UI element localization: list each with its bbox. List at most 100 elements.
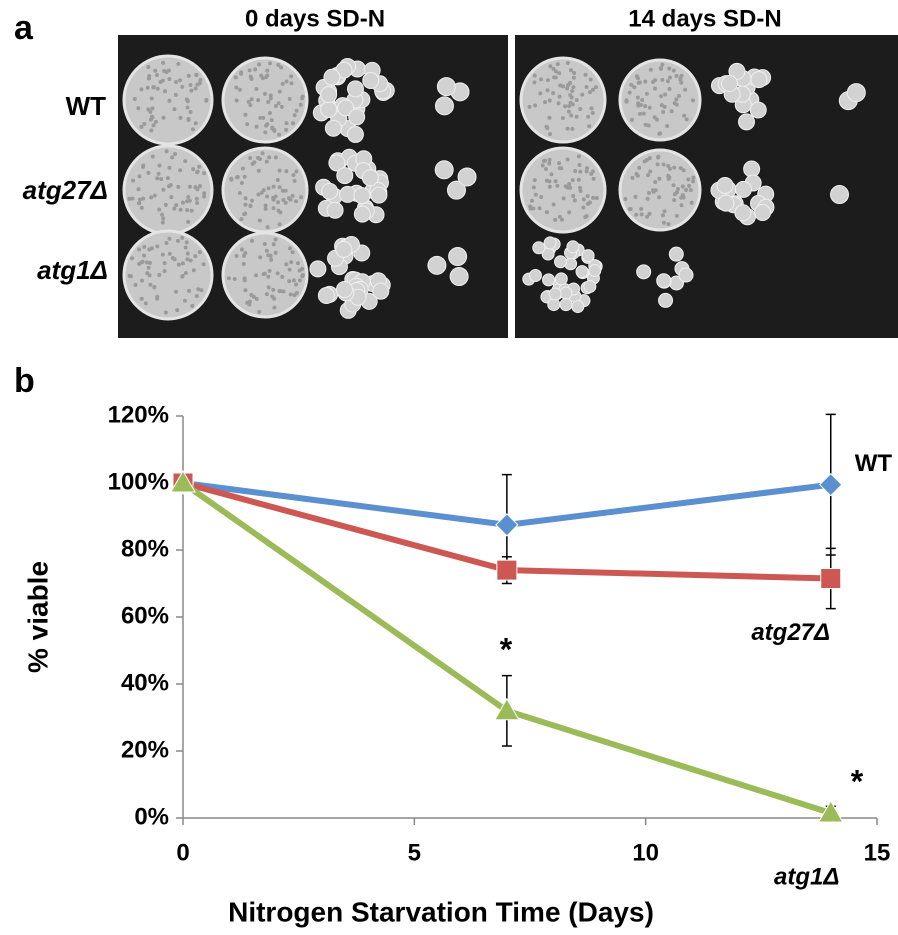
- texture: [243, 250, 248, 255]
- texture: [184, 240, 189, 245]
- texture: [150, 154, 155, 159]
- texture: [275, 271, 280, 276]
- texture: [574, 98, 579, 103]
- texture: [271, 197, 276, 202]
- texture: [257, 218, 262, 223]
- texture: [263, 91, 268, 96]
- marker: [495, 513, 519, 537]
- texture: [645, 196, 650, 201]
- texture: [262, 271, 267, 276]
- texture: [265, 68, 270, 73]
- texture: [153, 119, 158, 124]
- texture: [185, 99, 190, 104]
- texture: [156, 171, 161, 176]
- texture: [137, 247, 142, 252]
- y-tick-label: 60%: [121, 602, 169, 629]
- texture: [262, 241, 267, 246]
- texture: [691, 179, 696, 184]
- y-axis-label: % viable: [22, 561, 53, 673]
- texture: [155, 86, 160, 91]
- texture: [204, 98, 209, 103]
- texture: [689, 200, 694, 205]
- texture: [633, 194, 638, 199]
- colony: [678, 267, 694, 283]
- texture: [690, 98, 695, 103]
- colony: [542, 273, 556, 287]
- texture: [544, 167, 549, 172]
- texture: [249, 77, 254, 82]
- texture: [527, 104, 532, 109]
- texture: [578, 169, 583, 174]
- colony: [449, 267, 469, 287]
- texture: [277, 289, 282, 294]
- texture: [551, 91, 556, 96]
- texture: [570, 178, 575, 183]
- texture: [567, 104, 572, 109]
- texture: [639, 212, 644, 217]
- texture: [531, 185, 536, 190]
- colony: [457, 167, 477, 187]
- texture: [573, 168, 578, 173]
- texture: [180, 261, 185, 266]
- texture: [679, 203, 684, 208]
- colony: [324, 119, 342, 137]
- texture: [267, 268, 272, 273]
- texture: [684, 188, 689, 193]
- texture: [657, 131, 662, 136]
- colony: [750, 71, 768, 89]
- texture: [149, 128, 154, 133]
- texture: [193, 254, 198, 259]
- texture: [591, 195, 596, 200]
- texture: [643, 79, 648, 84]
- texture: [651, 188, 656, 193]
- texture: [547, 161, 552, 166]
- texture: [190, 303, 195, 308]
- texture: [648, 67, 653, 72]
- texture: [194, 170, 199, 175]
- texture: [161, 115, 166, 120]
- texture: [266, 253, 271, 258]
- texture: [674, 73, 679, 78]
- texture: [187, 198, 192, 203]
- texture: [267, 110, 272, 115]
- texture: [645, 157, 650, 162]
- texture: [585, 194, 590, 199]
- texture: [232, 276, 237, 281]
- texture: [547, 115, 552, 120]
- texture: [235, 174, 240, 179]
- texture: [186, 73, 191, 78]
- texture: [162, 269, 167, 274]
- texture: [578, 188, 583, 193]
- texture: [173, 152, 178, 157]
- texture: [191, 268, 196, 273]
- texture: [148, 117, 153, 122]
- texture: [239, 217, 244, 222]
- texture: [264, 292, 269, 297]
- texture: [635, 95, 640, 100]
- texture: [140, 164, 145, 169]
- texture: [173, 92, 178, 97]
- texture: [547, 179, 552, 184]
- texture: [137, 201, 142, 206]
- texture: [195, 82, 200, 87]
- texture: [644, 91, 649, 96]
- texture: [637, 165, 642, 170]
- x-tick-label: 10: [632, 839, 659, 866]
- texture: [254, 273, 259, 278]
- texture: [247, 68, 252, 73]
- texture: [164, 149, 169, 154]
- texture: [269, 118, 274, 123]
- texture: [180, 200, 185, 205]
- texture: [161, 187, 166, 192]
- texture: [137, 174, 142, 179]
- texture: [565, 157, 570, 162]
- texture: [242, 174, 247, 179]
- texture: [570, 88, 575, 93]
- colony: [559, 286, 573, 300]
- marker: [170, 469, 196, 493]
- texture: [678, 166, 683, 171]
- texture: [233, 75, 238, 80]
- texture: [648, 169, 653, 174]
- texture: [247, 299, 252, 304]
- texture: [587, 200, 592, 205]
